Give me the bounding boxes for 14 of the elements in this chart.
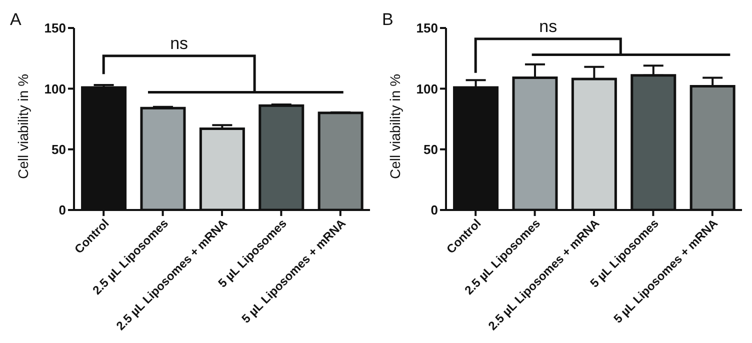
chart-title: A (10, 10, 22, 30)
chart-title: B (382, 10, 394, 30)
y-axis-title: Cell viability in % (14, 74, 31, 179)
annotation: ns (538, 16, 558, 37)
y-tick-label: 50 (424, 142, 438, 157)
y-tick-label: 100 (416, 81, 438, 96)
y-tick-label: 0 (58, 202, 66, 218)
y-axis-title: Cell viability in % (386, 74, 403, 179)
y-tick-label: 150 (416, 20, 438, 36)
y-tick-label: 100 (44, 81, 66, 96)
y-tick-label: 150 (44, 20, 66, 36)
annotation: ns (169, 34, 190, 54)
y-tick-label: 50 (52, 142, 66, 157)
y-tick-label: 0 (430, 202, 438, 218)
